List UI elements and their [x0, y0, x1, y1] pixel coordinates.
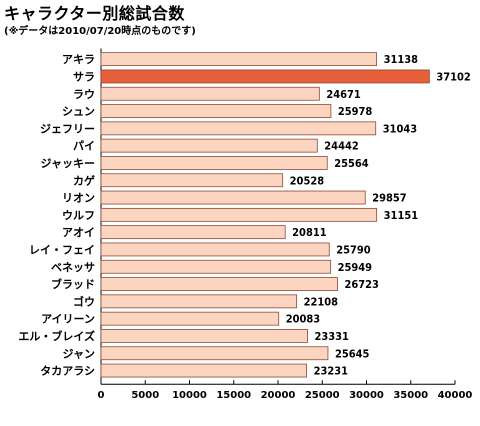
data-label: 25978	[338, 105, 373, 118]
data-label: 24671	[326, 88, 361, 101]
category-label: カゲ	[73, 173, 95, 187]
bar-19	[100, 363, 307, 378]
bar-8	[100, 173, 284, 188]
chart-title: キャラクター別総試合数	[4, 4, 185, 23]
category-label: サラ	[73, 70, 95, 83]
data-label: 20811	[292, 226, 327, 239]
x-tick-label: 30000	[349, 390, 384, 401]
data-label: 20083	[286, 313, 321, 326]
x-tick-label: 15000	[216, 390, 251, 401]
category-label: ウルフ	[62, 209, 95, 222]
data-label: 29857	[372, 192, 407, 205]
data-label: 24442	[324, 140, 359, 153]
data-label: 37102	[436, 70, 471, 83]
x-tick-label: 0	[98, 390, 105, 401]
bar-14	[100, 277, 338, 291]
bar-6	[100, 138, 318, 153]
bar-4	[100, 104, 332, 118]
category-label: ジェフリー	[40, 122, 95, 135]
category-label: レイ・フェイ	[29, 243, 95, 256]
bar-5	[100, 121, 377, 136]
category-label: タカアラシ	[40, 365, 95, 378]
bar-18	[100, 346, 329, 361]
bar-7	[100, 156, 328, 170]
x-tick-label: 35000	[393, 390, 428, 401]
data-label: 23331	[314, 330, 349, 343]
data-label: 25645	[335, 347, 370, 360]
x-tick-label: 20000	[261, 390, 296, 401]
bar-3	[100, 86, 320, 101]
category-label: シュン	[62, 105, 95, 118]
category-label: アオイ	[62, 226, 95, 239]
x-tick-label: 25000	[305, 390, 340, 401]
bar-12	[100, 242, 330, 257]
data-label: 31138	[384, 53, 419, 66]
category-label: ジャッキー	[41, 157, 95, 170]
data-label: 25790	[336, 243, 371, 256]
category-label: パイ	[73, 140, 95, 153]
category-label: エル・ブレイズ	[18, 329, 95, 343]
data-label: 22108	[304, 295, 339, 308]
data-label: 25949	[338, 261, 373, 274]
category-label: アイリーン	[41, 313, 95, 326]
x-tick-label: 5000	[131, 390, 159, 401]
data-label: 26723	[344, 278, 379, 291]
bar-10	[100, 207, 378, 222]
category-label: ゴウ	[73, 294, 95, 308]
bar-9	[100, 190, 366, 205]
category-label: ブラッド	[51, 277, 95, 291]
bar-1	[100, 52, 377, 67]
category-label: リオン	[62, 192, 95, 205]
category-label: ジャン	[63, 347, 95, 360]
chart-subtitle: (※データは2010/07/20時点のものです)	[4, 26, 196, 37]
x-tick-label: 10000	[172, 390, 207, 401]
category-label: ベネッサ	[51, 261, 95, 274]
category-label: ラウ	[73, 88, 95, 101]
data-label: 23231	[314, 365, 349, 378]
bar-15	[100, 294, 298, 309]
bar-11	[100, 225, 286, 240]
data-label: 25564	[334, 157, 369, 170]
bar-2	[100, 69, 430, 84]
data-label: 31043	[383, 122, 418, 135]
bar-17	[100, 329, 308, 343]
x-tick-label: 40000	[438, 390, 473, 401]
data-label: 31151	[384, 209, 419, 222]
bar-16	[100, 311, 280, 326]
data-label: 20528	[290, 174, 325, 187]
category-label: アキラ	[62, 53, 95, 66]
bar-13	[100, 259, 332, 274]
